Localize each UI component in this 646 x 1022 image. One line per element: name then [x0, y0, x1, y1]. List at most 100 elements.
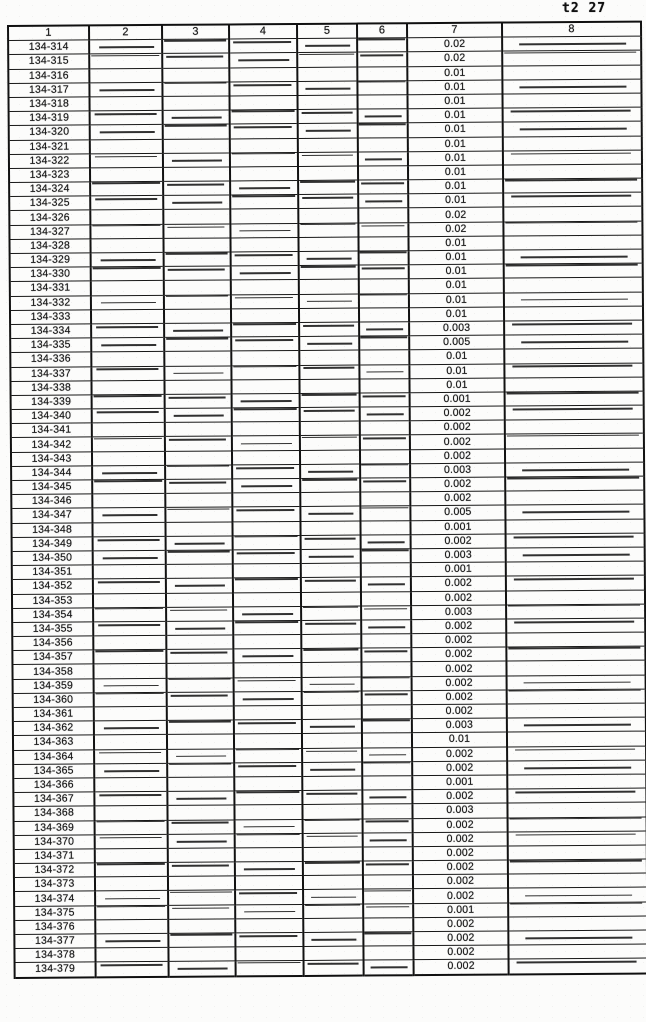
value-cell: 0.002: [409, 448, 506, 464]
empty-cell: [502, 135, 642, 151]
row-id-cell: 134-360: [12, 692, 94, 708]
empty-cell: [359, 420, 410, 436]
empty-cell: [90, 181, 164, 197]
empty-cell: [363, 960, 414, 976]
empty-cell: [359, 378, 410, 393]
empty-cell: [361, 690, 412, 706]
empty-cell: [229, 137, 298, 153]
value-cell: 0.01: [408, 179, 504, 194]
empty-cell: [230, 308, 300, 323]
row-id-cell: 134-337: [10, 366, 92, 382]
empty-cell: [234, 875, 304, 891]
empty-cell: [362, 874, 414, 890]
value-cell: 0.003: [411, 718, 507, 734]
empty-cell: [361, 733, 413, 748]
empty-cell: [507, 844, 646, 861]
empty-cell: [90, 280, 164, 296]
empty-cell: [233, 606, 302, 621]
empty-cell: [232, 591, 302, 607]
row-id-cell: 134-342: [10, 437, 92, 453]
row-id-cell: 134-349: [11, 536, 93, 552]
value-cell: 0.002: [411, 618, 507, 634]
empty-cell: [301, 662, 362, 678]
empty-cell: [358, 179, 409, 195]
row-id-cell: 134-345: [11, 479, 93, 495]
empty-cell: [166, 734, 235, 749]
empty-cell: [162, 95, 230, 111]
empty-cell: [505, 589, 646, 605]
value-cell: 0.005: [410, 505, 506, 521]
empty-cell: [303, 889, 364, 905]
empty-cell: [231, 379, 300, 394]
empty-cell: [164, 408, 232, 423]
empty-cell: [93, 663, 167, 679]
empty-cell: [230, 279, 299, 295]
empty-cell: [232, 464, 301, 479]
empty-cell: [504, 405, 644, 421]
row-id-cell: 134-370: [13, 834, 95, 850]
row-id-cell: 134-344: [11, 465, 93, 481]
empty-cell: [229, 166, 299, 182]
empty-cell: [166, 720, 234, 735]
empty-cell: [234, 861, 303, 877]
row-id-cell: 134-372: [13, 862, 95, 878]
empty-cell: [89, 67, 163, 83]
empty-cell: [235, 889, 304, 905]
value-cell: 0.001: [410, 519, 506, 535]
empty-cell: [503, 220, 643, 236]
row-id-cell: 134-374: [14, 891, 96, 907]
value-cell: 0.003: [410, 547, 506, 563]
empty-cell: [165, 507, 233, 522]
empty-cell: [163, 195, 231, 210]
empty-cell: [363, 917, 414, 933]
value-cell: 0.002: [411, 647, 507, 663]
empty-cell: [233, 691, 302, 706]
empty-cell: [229, 81, 298, 96]
empty-cell: [231, 393, 300, 409]
value-cell: 0.002: [412, 831, 508, 847]
value-cell: 0.003: [409, 320, 505, 336]
row-id-cell: 134-323: [9, 167, 91, 183]
value-cell: 0.001: [412, 774, 508, 790]
value-cell: 0.01: [409, 377, 505, 393]
empty-cell: [504, 390, 644, 407]
column-header-4: 4: [229, 23, 298, 40]
empty-cell: [502, 121, 642, 137]
empty-cell: [235, 904, 304, 919]
row-id-cell: 134-353: [11, 593, 94, 609]
empty-cell: [230, 208, 299, 224]
empty-cell: [297, 38, 358, 53]
empty-cell: [162, 53, 230, 68]
empty-cell: [506, 674, 646, 690]
empty-cell: [167, 833, 235, 849]
empty-cell: [302, 832, 363, 848]
empty-cell: [94, 777, 168, 793]
empty-cell: [299, 449, 361, 465]
empty-cell: [234, 762, 303, 777]
empty-cell: [94, 763, 168, 778]
empty-cell: [297, 165, 359, 181]
empty-cell: [300, 463, 361, 479]
empty-cell: [93, 635, 167, 651]
row-id-cell: 134-367: [13, 792, 95, 807]
empty-cell: [230, 194, 299, 210]
empty-cell: [301, 733, 363, 749]
value-cell: 0.003: [410, 462, 506, 478]
table-body: 134-314 0.02 134-315 0.02 134-316 0.01 134-317…: [8, 36, 646, 978]
empty-cell: [165, 549, 233, 565]
empty-cell: [93, 720, 167, 736]
empty-cell: [89, 124, 163, 140]
row-id-cell: 134-322: [8, 153, 90, 169]
empty-cell: [506, 717, 646, 733]
empty-cell: [504, 334, 644, 350]
empty-cell: [300, 478, 361, 493]
empty-cell: [363, 889, 414, 904]
empty-cell: [231, 421, 300, 437]
empty-cell: [94, 805, 168, 821]
row-id-cell: 134-338: [10, 380, 92, 396]
empty-cell: [167, 819, 235, 835]
empty-cell: [357, 94, 408, 110]
empty-cell: [235, 918, 304, 933]
empty-cell: [502, 149, 642, 165]
row-id-cell: 134-343: [10, 451, 93, 467]
